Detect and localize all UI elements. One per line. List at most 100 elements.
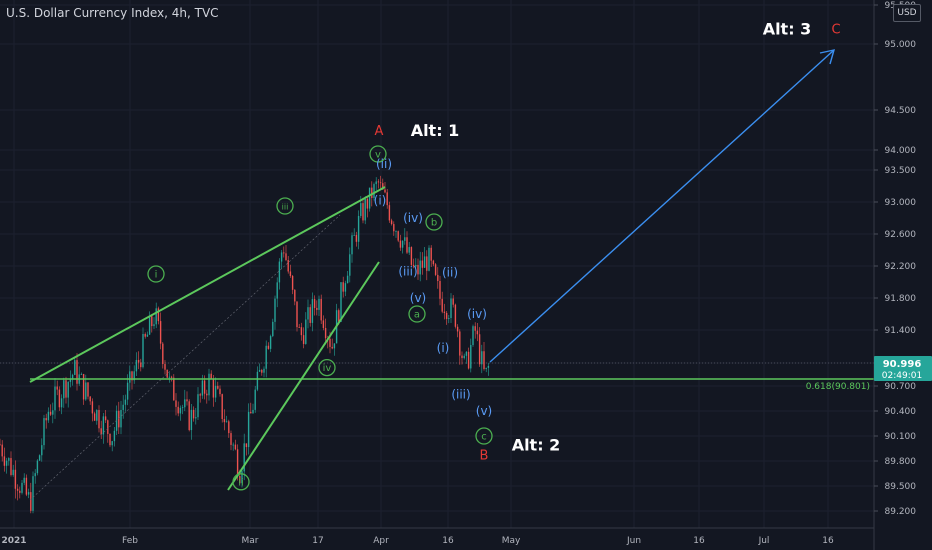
lower-trendline[interactable] [227,261,380,491]
subwave-label: (i) [374,194,387,208]
candle-body [333,343,336,349]
candle-body [230,433,232,445]
alt-label: Alt: 1 [411,121,460,140]
time-axis[interactable]: 2021 Feb Mar 17 Apr 16 May Jun 16 Jul 16 [1,536,834,546]
subwave-label: (v) [476,404,492,418]
candle-body [146,334,149,337]
candle-body [300,327,303,336]
candle-body [393,224,395,232]
candle-body [195,417,197,419]
alt-label: Alt: 2 [512,435,561,454]
candle-body [322,320,325,328]
candle-body [232,444,234,446]
candle-body [41,445,43,456]
wave-label-circle [369,145,387,163]
candle-body [298,327,300,328]
projection-arrow[interactable] [489,49,835,363]
x-tick-label: Apr [373,536,389,546]
candle-body [461,355,463,359]
candle-body [329,338,331,347]
candle-body [49,411,52,415]
candle-body [307,307,309,320]
y-tick-label: 91.800 [885,294,917,304]
candle-body [234,444,237,450]
candle-body [8,458,10,461]
candle-body [179,407,182,414]
candle-body [313,299,316,308]
candle-body [38,455,41,461]
candle-body [291,275,294,290]
wave-label-circle [318,358,336,377]
candle-body [102,416,105,435]
candle-body [419,260,421,275]
wave-label: ii [238,477,244,488]
candle-body [164,364,166,370]
wave-label-circle [232,473,250,491]
candle-body [426,256,428,271]
major-wave-label: A [375,124,384,139]
candle-body [16,488,19,491]
candle-body [415,264,417,267]
x-tick-label: Feb [122,536,138,546]
candle-body [294,289,296,302]
candle-body [432,260,435,265]
candle-body [309,307,311,323]
fib-label: 0.618(90.801) [806,382,870,392]
candle-body [463,355,465,359]
candle-body [206,393,208,396]
candle-body [65,380,67,398]
candle-body [208,373,210,396]
y-tick-label: 95.000 [885,40,917,50]
x-tick-label: 16 [822,536,834,546]
candle-body [177,406,179,414]
candle-body [186,399,188,402]
candle-body [173,377,175,401]
price-badge[interactable]: 90.996 02:49:01 [874,356,932,381]
candle-body [481,351,483,365]
candle-body [412,264,415,267]
projection-arrowhead [819,49,835,65]
subwave-label: (ii) [442,265,458,279]
y-tick-label: 89.200 [885,507,917,517]
candle-body [280,252,283,262]
candle-body [311,299,314,323]
candle-body [346,275,349,284]
candle-body [417,264,419,275]
candle-body [12,469,14,475]
candle-body [56,386,58,390]
candle-body [397,231,399,241]
candle-body [448,318,450,319]
candle-body [278,261,281,283]
candle-body [107,420,109,434]
candle-body [168,376,171,378]
candle-body [45,418,47,421]
candle-body [82,374,85,400]
wave-label: b [431,218,437,229]
candle-body [428,247,430,271]
upper-trendline[interactable] [29,186,386,383]
candle-body [243,443,245,472]
candle-body [162,343,164,365]
wave-label-circle [425,213,443,231]
currency-badge[interactable]: USD [893,4,921,22]
candle-body [3,456,6,466]
y-tick-label: 90.100 [885,432,917,442]
candle-body [342,282,344,292]
candle-body [129,371,131,383]
candle-body [423,256,426,268]
y-tick-label: 90.400 [885,407,917,417]
candle-body [478,334,481,365]
candle-body [25,477,28,495]
candle-body [355,235,358,242]
candle-body [445,312,448,319]
candle-body [91,401,94,414]
candle-body [212,378,215,398]
wave-label: iii [282,203,289,212]
candle-body [302,335,305,344]
candle-body [364,198,366,221]
candle-body [276,282,278,299]
candle-body [318,298,320,310]
candle-body [159,321,162,344]
subwave-label: (ii) [376,157,392,171]
